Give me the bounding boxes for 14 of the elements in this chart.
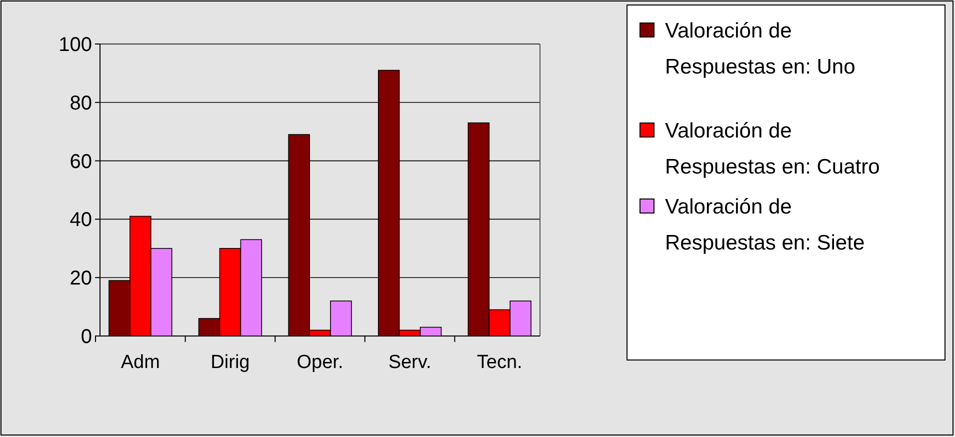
legend-label: Valoración de Respuestas en: Uno [665, 19, 856, 78]
y-tick-label: 100 [58, 34, 92, 56]
legend-label: Valoración de Respuestas en: Siete [665, 195, 865, 254]
y-tick-label: 60 [70, 150, 92, 173]
x-tick-label: Tecn. [476, 352, 522, 373]
x-tick-label: Adm [120, 352, 160, 373]
y-tick-label: 0 [80, 326, 92, 348]
y-tick-label: 80 [70, 92, 92, 114]
x-tick-label: Serv. [388, 352, 432, 373]
y-tick-label: 20 [70, 268, 92, 290]
legend-label: Valoración de Respuestas en: Cuatro [665, 119, 880, 178]
y-tick-label: 40 [70, 209, 92, 232]
x-tick-label: Dirig [210, 352, 250, 373]
x-tick-label: Oper. [296, 352, 344, 373]
